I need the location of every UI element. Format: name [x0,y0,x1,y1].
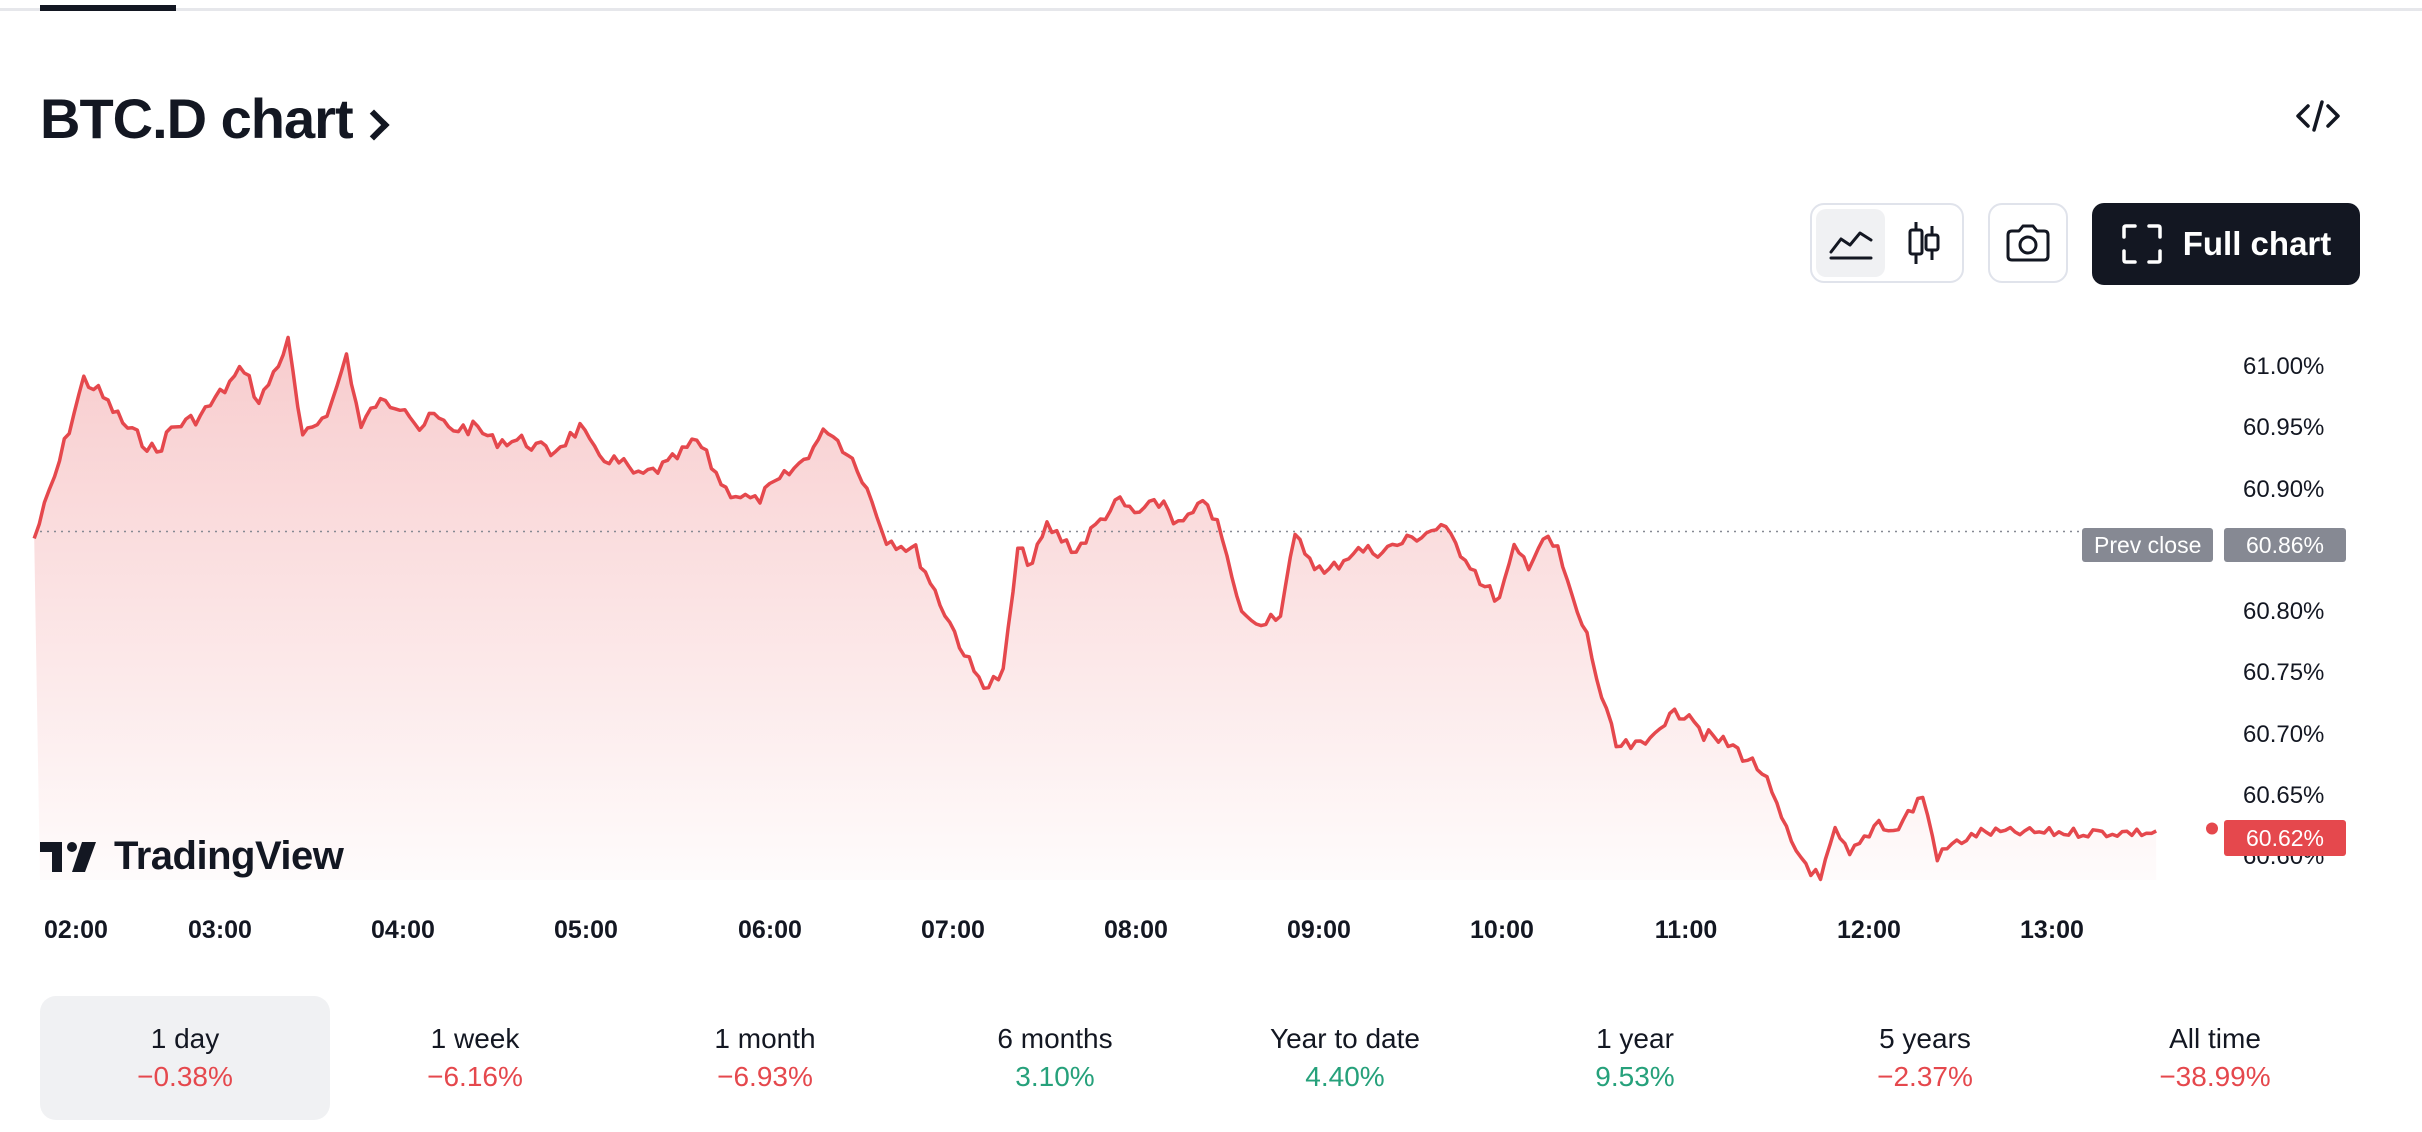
last-price-dot [2206,822,2218,835]
area-chart-icon [1829,231,1872,260]
x-tick-label: 02:00 [44,916,108,944]
area-style-button[interactable] [1816,209,1885,277]
tab-underline-active [40,5,176,11]
period-change: −0.38% [137,1061,233,1092]
prev-close-value: 60.86% [2224,528,2346,562]
period-6-months[interactable]: 6 months 3.10% [910,996,1200,1120]
period-1-year[interactable]: 1 year 9.53% [1490,996,1780,1120]
x-tick-label: 12:00 [1837,916,1901,944]
chevron-right-icon [358,108,390,141]
prev-close-label: Prev close [2082,528,2214,562]
period-label: Year to date [1270,1023,1420,1054]
period-change: −6.93% [717,1061,813,1092]
period-label: 6 months [997,1023,1113,1054]
tab-underline [0,8,2422,11]
full-chart-button[interactable]: Full chart [2092,203,2360,285]
x-tick-label: 04:00 [371,916,435,944]
x-tick-label: 09:00 [1287,916,1351,944]
period-change: −6.16% [427,1061,523,1092]
full-chart-label: Full chart [2182,225,2332,262]
period-change: −38.99% [2159,1061,2271,1092]
y-tick-label: 60.65% [2243,781,2325,809]
chart-title-link[interactable]: BTC.D chart [40,86,390,151]
period-label: All time [2169,1023,2261,1054]
x-tick-label: 08:00 [1104,916,1168,944]
x-tick-label: 06:00 [738,916,802,944]
period-change: 9.53% [1595,1061,1675,1092]
last-price-value: 60.62% [2224,820,2346,856]
x-tick-label: 05:00 [554,916,618,944]
period-change: 3.10% [1015,1061,1095,1092]
y-tick-label: 60.90% [2243,475,2325,503]
period-change: 4.40% [1305,1061,1385,1092]
y-tick-label: 60.80% [2243,598,2325,625]
period-change: −2.37% [1877,1061,1973,1092]
x-tick-label: 03:00 [188,916,252,944]
period-1-day[interactable]: 1 day −0.38% [40,996,330,1120]
x-tick-label: 07:00 [921,916,985,944]
candles-style-button[interactable] [1889,209,1958,277]
period-label: 1 week [430,1023,520,1054]
tradingview-logo-icon [40,841,96,872]
x-tick-label: 11:00 [1654,916,1718,944]
series-line [32,335,2157,882]
period-5-years[interactable]: 5 years −2.37% [1780,996,2070,1120]
chart-style-toggle [1810,203,1964,283]
fullscreen-icon [2121,224,2162,264]
y-tick-label: 60.75% [2243,659,2325,687]
y-tick-label: 60.70% [2243,720,2325,748]
period-selector: 1 day −0.38% 1 week −6.16% 1 month −6.93… [40,996,2360,1120]
y-tick-label: 60.95% [2243,414,2325,442]
period-label: 1 month [714,1023,816,1054]
price-chart-svg [32,335,2218,882]
chart-title: BTC.D chart [40,87,354,150]
period-label: 1 year [1596,1023,1674,1054]
snapshot-button[interactable] [1988,203,2068,283]
tradingview-brand: TradingView [114,834,344,878]
code-icon [2296,100,2340,132]
period-year-to-date[interactable]: Year to date 4.40% [1200,996,1490,1120]
period-1-week[interactable]: 1 week −6.16% [330,996,620,1120]
period-all-time[interactable]: All time −38.99% [2070,996,2360,1120]
series-area [34,337,2157,880]
period-1-month[interactable]: 1 month −6.93% [620,996,910,1120]
tradingview-watermark[interactable]: TradingView [40,834,344,879]
period-label: 5 years [1879,1023,1971,1054]
candlestick-icon [1908,222,1939,264]
x-tick-label: 13:00 [2020,916,2084,944]
y-tick-label: 61.00% [2243,353,2325,380]
price-chart[interactable] [0,300,2422,950]
x-tick-label: 10:00 [1470,916,1534,944]
camera-icon [2006,224,2050,262]
period-label: 1 day [150,1023,220,1054]
embed-code-button[interactable] [2290,90,2346,142]
